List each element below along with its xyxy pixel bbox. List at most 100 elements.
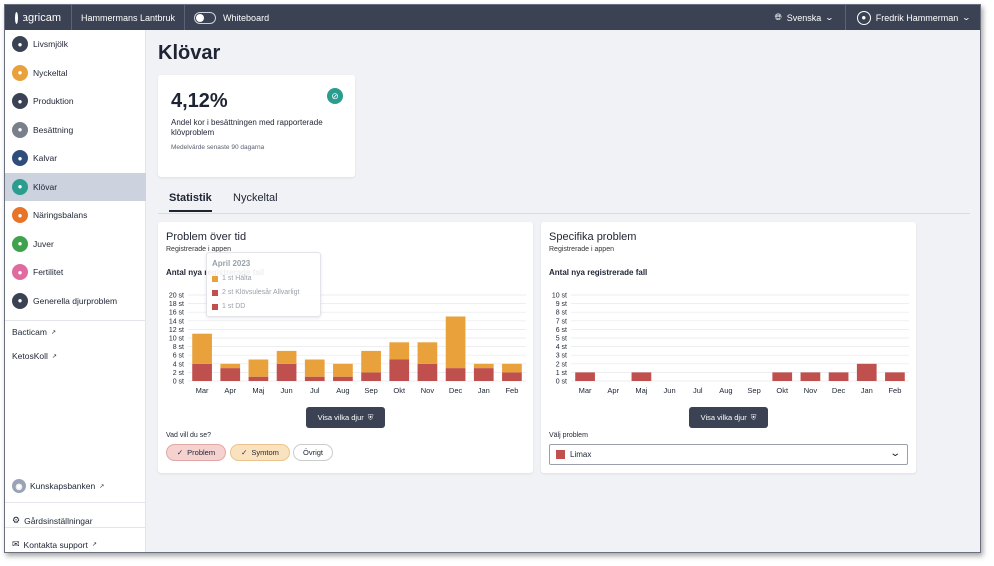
sidebar-link-support[interactable]: ✉ Kontakta support ↗ — [12, 539, 97, 550]
farm-name[interactable]: Hammermans Lantbruk — [72, 5, 186, 30]
bar-dec[interactable] — [445, 368, 466, 381]
show-animals-button[interactable]: Visa vilka djur ⛨ — [306, 407, 385, 428]
page-title: Klövar — [158, 42, 221, 64]
sidebar-item-calf[interactable]: ● Kalvar — [5, 144, 146, 172]
chip-symtom[interactable]: ✓ Symtom — [230, 444, 290, 461]
top-bar: agricam Hammermans Lantbruk Whiteboard 🌐… — [5, 5, 980, 30]
sidebar-divider — [5, 502, 146, 503]
sidebar-link-kunskapsbanken[interactable]: ◉ Kunskapsbanken ↗ — [12, 479, 104, 493]
x-tick-label: Sep — [747, 386, 760, 395]
bar-jun[interactable] — [276, 350, 297, 364]
sidebar-item-herd[interactable]: ● Besättning — [5, 116, 146, 144]
brand[interactable]: agricam — [5, 5, 72, 30]
chevron-down-icon: ⌄ — [888, 448, 901, 459]
x-tick-label: Apr — [224, 386, 236, 395]
language-selector[interactable]: 🌐︎ Svenska ⌄ — [775, 5, 846, 30]
x-tick-label: Okt — [393, 386, 406, 395]
sidebar-link-ketoskoll[interactable]: KetosKoll ↗ — [12, 351, 57, 361]
sidebar-item-label: Näringsbalans — [33, 210, 88, 220]
bar-maj[interactable] — [248, 376, 269, 381]
show-animals-button[interactable]: Visa vilka djur ⛨ — [689, 407, 768, 428]
sidebar-link-bacticam[interactable]: Bacticam ↗ — [12, 327, 56, 337]
x-tick-label: Nov — [421, 386, 435, 395]
globe-icon: 🌐︎ — [774, 12, 782, 22]
cow-icon: ⛨ — [750, 412, 757, 422]
sidebar-item-label: Nyckeltal — [33, 67, 68, 78]
bar-sep[interactable] — [361, 372, 381, 381]
gear-icon: ⚙ — [12, 515, 21, 525]
y-tick-label: 3 st — [556, 353, 567, 360]
y-tick-label: 5 st — [556, 336, 567, 343]
sidebar-item-production[interactable]: ● Produktion — [5, 87, 146, 115]
chip-ovrigt[interactable]: Övrigt — [293, 444, 333, 461]
chart-tooltip: April 2023 1 st Hälta 2 st Klövsulesår A… — [206, 252, 321, 317]
y-tick-label: 2 st — [556, 361, 567, 368]
chip-problem[interactable]: ✓ Problem — [166, 444, 226, 461]
bar-apr[interactable] — [220, 363, 241, 369]
bar-jan[interactable] — [856, 363, 877, 381]
bar-dec[interactable] — [445, 316, 466, 369]
bar-aug[interactable] — [333, 376, 353, 381]
bar-nov[interactable] — [417, 342, 438, 364]
select-problem-label: Välj problem — [549, 432, 588, 439]
legend-swatch — [212, 303, 218, 310]
chip-label: Övrigt — [302, 448, 323, 457]
bar-jul[interactable] — [304, 359, 325, 377]
bar-mar[interactable] — [192, 333, 212, 364]
bar-nov[interactable] — [800, 372, 821, 381]
tooltip-row: 1 st Hälta — [212, 275, 252, 282]
sidebar-link-label: Kunskapsbanken — [30, 481, 96, 491]
user-name: Fredrik Hammerman — [875, 12, 959, 23]
user-menu[interactable]: ● Fredrik Hammerman ⌄ — [856, 5, 971, 30]
sidebar-item-udder[interactable]: ● Juver — [5, 230, 146, 258]
bar-nov[interactable] — [417, 363, 438, 381]
calf-icon: ● — [12, 150, 28, 166]
y-tick-label: 1 st — [556, 370, 567, 377]
bar-okt[interactable] — [772, 372, 793, 381]
bar-feb[interactable] — [502, 372, 522, 381]
tab-nyckeltal[interactable]: Nyckeltal — [233, 192, 278, 204]
problem-select[interactable]: Limax ⌄ — [549, 444, 908, 465]
x-tick-label: Feb — [888, 386, 901, 395]
legend-swatch — [212, 289, 218, 296]
sidebar-item-hoof[interactable]: ● Klövar — [5, 172, 146, 201]
bar-apr[interactable] — [220, 368, 241, 381]
x-tick-label: Nov — [804, 386, 818, 395]
bar-jan[interactable] — [473, 368, 494, 381]
keyfigures-icon: ● — [12, 64, 28, 81]
chart-heading: Antal nya registrerade fall — [549, 268, 648, 277]
bar-feb[interactable] — [502, 363, 522, 373]
sidebar-item-fertility[interactable]: ● Fertilitet — [5, 258, 146, 286]
bar-sep[interactable] — [361, 350, 381, 373]
y-tick-label: 7 st — [556, 318, 567, 325]
bar-maj[interactable] — [248, 359, 269, 377]
kpi-description: Andel kor i besättningen med rapporterad… — [171, 118, 323, 137]
sidebar-item-general-problems[interactable]: ● Generella djurproblem — [5, 287, 146, 315]
bar-mar[interactable] — [575, 372, 595, 381]
whiteboard-toggle[interactable] — [194, 11, 217, 24]
sidebar-item-nutrition[interactable]: ● Näringsbalans — [5, 201, 146, 229]
tab-statistik[interactable]: Statistik — [169, 192, 212, 212]
x-tick-label: Aug — [719, 386, 732, 395]
y-tick-label: 8 st — [173, 344, 184, 351]
sidebar-link-settings[interactable]: ⚙ Gårdsinställningar — [12, 515, 93, 526]
bar-aug[interactable] — [333, 363, 353, 377]
bar-jun[interactable] — [276, 363, 297, 381]
x-tick-label: Jun — [664, 386, 676, 395]
bar-okt[interactable] — [389, 359, 410, 382]
nutrition-icon: ● — [12, 207, 28, 223]
bar-mar[interactable] — [192, 363, 212, 381]
sidebar-item-label: Juver — [33, 238, 54, 249]
sidebar-item-lifecycle[interactable]: ● Livsmjölk — [5, 30, 146, 58]
chip-label: Symtom — [251, 448, 279, 457]
whiteboard-label: Whiteboard — [223, 12, 270, 23]
bar-dec[interactable] — [828, 372, 849, 381]
sidebar-item-keyfigures[interactable]: ● Nyckeltal — [5, 59, 146, 87]
bar-jul[interactable] — [304, 376, 325, 381]
bar-feb[interactable] — [885, 372, 905, 381]
card-title: Problem över tid — [166, 231, 247, 243]
bar-jan[interactable] — [473, 363, 494, 369]
x-tick-label: Mar — [579, 386, 592, 395]
bar-maj[interactable] — [631, 372, 652, 381]
bar-okt[interactable] — [389, 342, 410, 360]
